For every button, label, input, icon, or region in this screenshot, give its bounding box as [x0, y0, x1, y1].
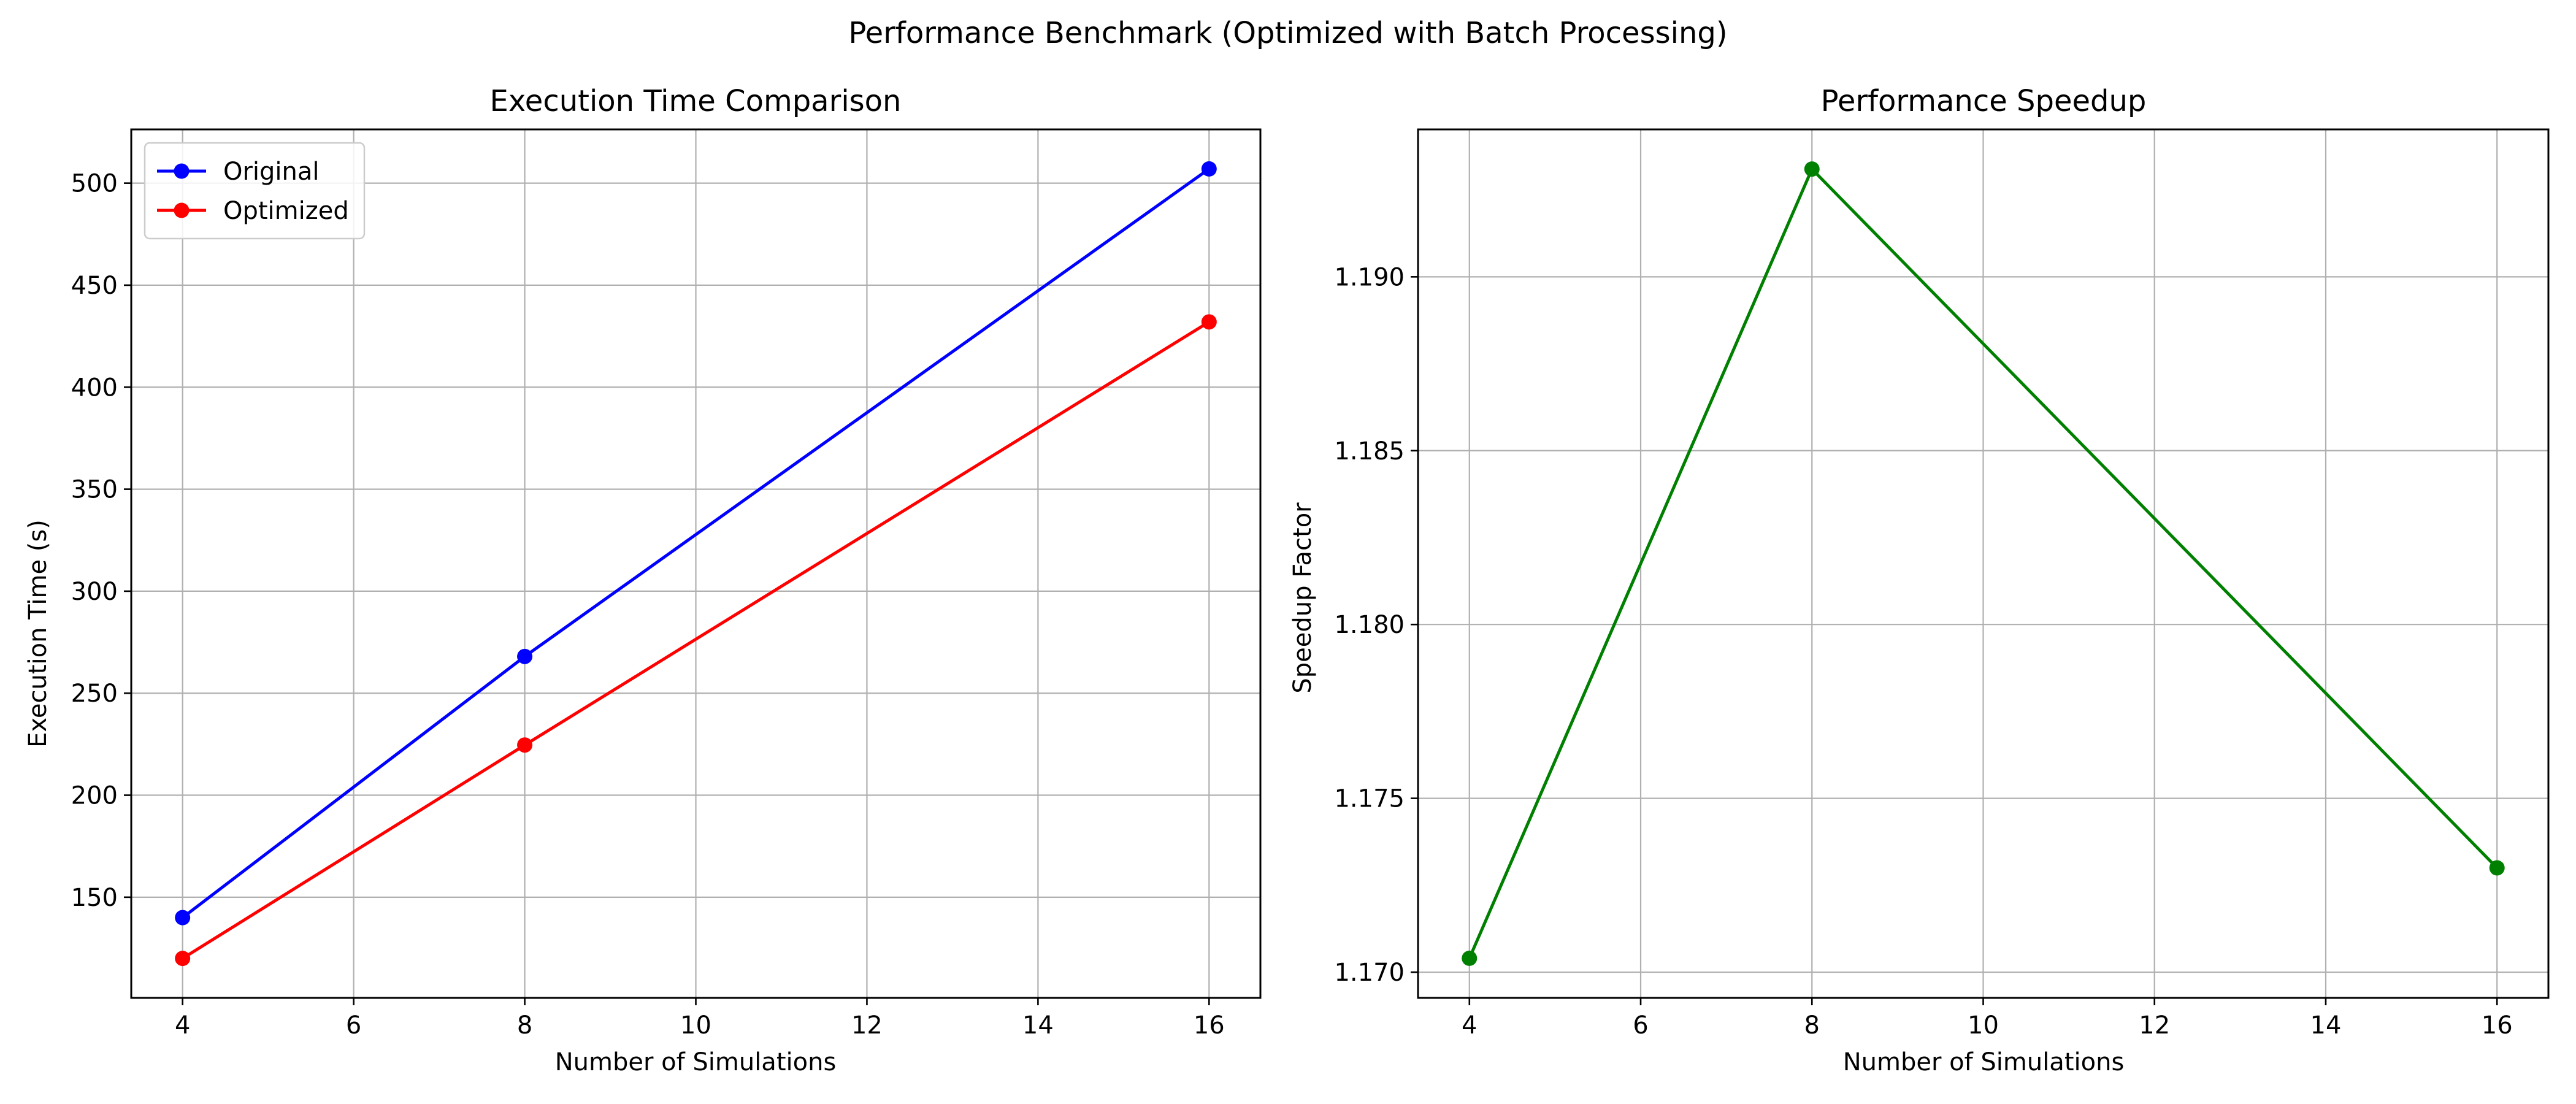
execution-time-chart: 4 6 8 10 12 14 16 150 200 250 300 350 400 450 500 Origi… [24, 84, 1262, 1076]
speedup-y-tick-label: 1.185 [1334, 437, 1405, 466]
execution-time-x-tick-label: 10 [680, 1011, 711, 1040]
execution-time-y-tick-label: 450 [71, 272, 118, 300]
execution-time-x-tick-label: 8 [517, 1011, 532, 1040]
original-data-point [1201, 161, 1217, 177]
optimized-data-point [1201, 314, 1217, 330]
speedup-data-point [1804, 161, 1820, 177]
speedup-data-point [1462, 950, 1478, 966]
legend-optimized-marker [174, 202, 190, 218]
original-data-point [175, 910, 191, 926]
execution-time-x-tick-label: 14 [1022, 1011, 1054, 1040]
execution-time-y-tick-label: 350 [71, 476, 118, 504]
execution-time-x-axis-label: Number of Simulations [555, 1048, 837, 1076]
speedup-chart-title: Performance Speedup [1821, 84, 2147, 118]
execution-time-axes-frame [130, 128, 1262, 999]
speedup-y-tick-label: 1.180 [1334, 611, 1405, 639]
legend-original-marker [174, 163, 190, 179]
execution-time-x-tick-label: 6 [346, 1011, 361, 1040]
speedup-y-tick-label: 1.190 [1334, 263, 1405, 291]
optimized-data-point [517, 737, 533, 753]
execution-time-x-tick-label: 12 [851, 1011, 883, 1040]
execution-time-y-tick-label: 400 [71, 374, 118, 402]
execution-time-x-tick-label: 4 [175, 1011, 190, 1040]
speedup-x-tick-label: 8 [1804, 1011, 1820, 1040]
figure-title: Performance Benchmark (Optimized with Ba… [848, 16, 1727, 50]
execution-time-x-tick-label: 16 [1194, 1011, 1225, 1040]
speedup-y-tick-label: 1.170 [1334, 959, 1405, 987]
speedup-y-axis-label: Speedup Factor [1289, 502, 1317, 694]
speedup-data-point [2489, 860, 2505, 876]
speedup-axes-frame [1417, 128, 2550, 999]
execution-time-y-tick-label: 150 [71, 884, 118, 912]
execution-time-y-tick-label: 200 [71, 782, 118, 810]
execution-time-y-tick-label: 300 [71, 578, 118, 606]
legend-optimized-label: Optimized [223, 197, 349, 225]
speedup-y-tick-label: 1.175 [1334, 785, 1405, 813]
legend-original-label: Original [223, 158, 320, 186]
original-data-point [517, 648, 533, 664]
execution-time-y-tick-label: 500 [71, 170, 118, 198]
speedup-x-tick-label: 6 [1633, 1011, 1648, 1040]
legend-box [144, 142, 366, 240]
speedup-x-tick-label: 4 [1462, 1011, 1477, 1040]
execution-time-y-axis-label: Execution Time (s) [24, 519, 52, 748]
speedup-x-axis-label: Number of Simulations [1843, 1048, 2125, 1076]
speedup-x-tick-label: 16 [2482, 1011, 2513, 1040]
speedup-x-tick-label: 14 [2310, 1011, 2342, 1040]
execution-time-y-tick-label: 250 [71, 680, 118, 708]
speedup-chart: 4 6 8 10 12 14 16 1.170 1.175 1.180 1.185 1.190 Perf… [1289, 84, 2550, 1076]
optimized-data-point [175, 951, 191, 967]
speedup-x-tick-label: 10 [1968, 1011, 1999, 1040]
execution-time-chart-title: Execution Time Comparison [490, 84, 902, 118]
speedup-x-tick-label: 12 [2139, 1011, 2170, 1040]
